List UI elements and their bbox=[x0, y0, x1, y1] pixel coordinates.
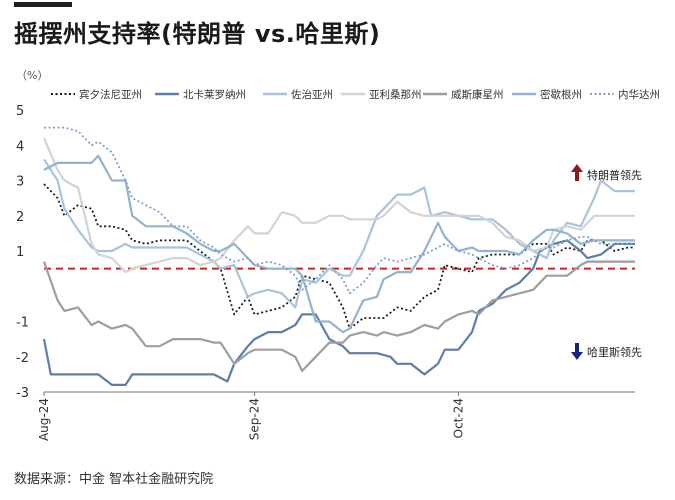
trump-lead-annotation: 特朗普领先 bbox=[571, 164, 642, 182]
y-tick-label: 5 bbox=[16, 104, 24, 119]
y-tick-label: 3 bbox=[16, 175, 24, 190]
page-title: 摇摆州支持率(特朗普 vs.哈里斯) bbox=[14, 20, 381, 48]
legend-label: 佐治亚州 bbox=[291, 88, 333, 101]
legend: 宾夕法尼亚州 北卡莱罗纳州 佐治亚州 亚利桑那州 威斯康星州 密歇根州 内华达州 bbox=[51, 88, 660, 101]
y-tick-label: 2 bbox=[16, 210, 24, 225]
legend-label: 内华达州 bbox=[618, 88, 660, 101]
legend-label: 威斯康星州 bbox=[451, 88, 504, 101]
up-arrow-icon bbox=[571, 164, 583, 181]
series-line bbox=[42, 260, 635, 372]
y-unit-label: （%） bbox=[16, 69, 48, 82]
down-arrow-icon bbox=[571, 343, 583, 360]
y-axis-ticks: 5 4 3 2 1 -1 -2 -3 bbox=[16, 104, 29, 401]
x-tick-label: Sep-24 bbox=[248, 398, 262, 440]
legend-label: 北卡莱罗纳州 bbox=[183, 88, 246, 101]
y-tick-label: 1 bbox=[16, 245, 24, 260]
y-tick-label: -2 bbox=[16, 351, 29, 366]
harris-lead-label: 哈里斯领先 bbox=[587, 346, 642, 359]
series-line bbox=[43, 183, 635, 330]
y-tick-label: -3 bbox=[16, 386, 29, 401]
trump-lead-label: 特朗普领先 bbox=[587, 168, 642, 182]
x-tick-label: Oct-24 bbox=[451, 398, 465, 438]
y-tick-label: -1 bbox=[16, 316, 29, 331]
source-note: 数据来源：中金 智本社金融研究院 bbox=[14, 472, 214, 487]
y-tick-label: 4 bbox=[16, 139, 24, 154]
series-line bbox=[42, 137, 635, 274]
series-line bbox=[42, 239, 635, 386]
series-line bbox=[43, 154, 635, 334]
legend-label: 密歇根州 bbox=[540, 88, 582, 101]
series-line bbox=[43, 158, 635, 309]
x-axis-ticks: Aug-24 Sep-24 Oct-24 bbox=[37, 392, 465, 441]
x-tick-label: Aug-24 bbox=[37, 398, 51, 441]
harris-lead-annotation: 哈里斯领先 bbox=[571, 343, 642, 360]
legend-label: 亚利桑那州 bbox=[369, 89, 422, 101]
series-line bbox=[44, 126, 635, 295]
series-group bbox=[42, 126, 635, 386]
title-accent-bar bbox=[14, 2, 72, 7]
legend-label: 宾夕法尼亚州 bbox=[79, 88, 142, 101]
